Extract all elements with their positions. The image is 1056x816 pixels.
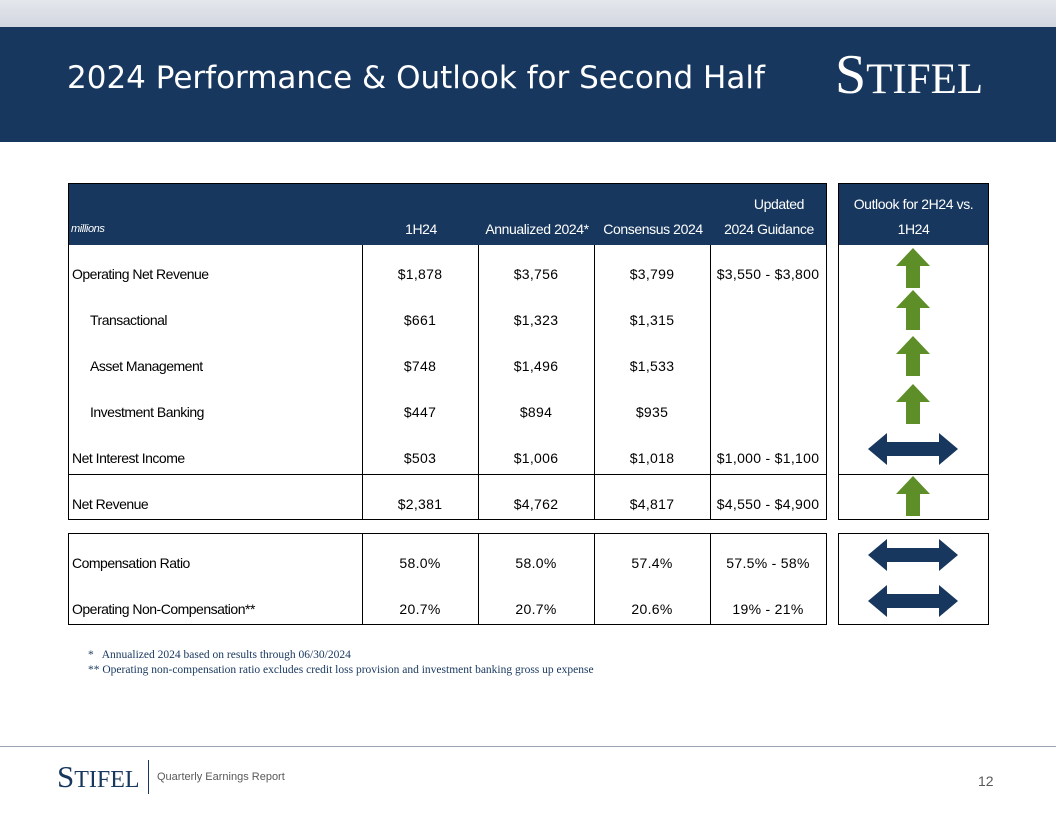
footnote-noncomp: ** Operating non-compensation ratio excl… <box>88 664 594 676</box>
outlook-header-line2: 1H24 <box>897 221 930 237</box>
table-header <box>68 183 826 245</box>
consensus-value: $935 <box>635 404 669 420</box>
top-strip <box>0 0 1056 27</box>
col-divider-4 <box>710 245 711 520</box>
consensus-value: $1,533 <box>629 358 675 374</box>
annualized-value: $1,323 <box>513 312 559 328</box>
h1-value: $447 <box>403 404 437 420</box>
stifel-logo: STIFEL <box>835 44 983 111</box>
outlook-box-1 <box>838 183 989 520</box>
consensus-value: $4,817 <box>629 496 675 512</box>
col-divider-1 <box>362 245 363 520</box>
logo-initial: S <box>835 44 867 106</box>
h1-value: 58.0% <box>399 555 441 571</box>
footer-logo: STIFEL <box>57 760 140 797</box>
annualized-value: $1,496 <box>513 358 559 374</box>
outlook-header <box>838 183 989 245</box>
guidance-value: 19% - 21% <box>732 601 804 617</box>
double-arrow-icon <box>868 539 958 571</box>
h1-value: $2,381 <box>397 496 443 512</box>
guidance-value: $3,550 - $3,800 <box>716 266 820 282</box>
annualized-value: $894 <box>519 404 553 420</box>
row-label: Operating Non-Compensation** <box>72 601 255 617</box>
row-label: Net Revenue <box>72 496 149 512</box>
annualized-value: 58.0% <box>515 555 557 571</box>
annualized-value: $3,756 <box>513 266 559 282</box>
h1-header: 1H24 <box>405 221 437 237</box>
report-name: Quarterly Earnings Report <box>157 771 285 783</box>
col-divider-3 <box>594 245 595 520</box>
consensus-header: Consensus 2024 <box>603 221 703 237</box>
h1-value: $748 <box>403 358 437 374</box>
outlook-header-line1: Outlook for 2H24 vs. <box>853 196 974 212</box>
double-arrow-icon <box>868 433 958 465</box>
row-label: Operating Net Revenue <box>72 266 209 282</box>
row-label: Transactional <box>90 312 168 328</box>
up-arrow-icon <box>896 384 930 424</box>
revenue-table-box <box>68 183 827 520</box>
h1-value: $503 <box>403 450 437 466</box>
footer-separator <box>148 760 149 794</box>
annualized-header: Annualized 2024* <box>485 221 589 237</box>
consensus-value: $1,315 <box>629 312 675 328</box>
up-arrow-icon <box>896 290 930 330</box>
annualized-value: $4,762 <box>513 496 559 512</box>
row-label: Asset Management <box>90 358 203 374</box>
col-divider-7 <box>594 533 595 625</box>
guidance-header-line1: Updated <box>753 196 805 212</box>
annualized-value: 20.7% <box>515 601 557 617</box>
footnote-annualized: * Annualized 2024 based on results throu… <box>88 649 351 661</box>
page-title: 2024 Performance & Outlook for Second Ha… <box>67 60 765 96</box>
h1-value: $1,878 <box>397 266 443 282</box>
footer-logo-initial: S <box>57 759 75 794</box>
outlook-divider <box>838 474 989 475</box>
guidance-value: $4,550 - $4,900 <box>716 496 820 512</box>
consensus-value: $3,799 <box>629 266 675 282</box>
ratio-table-box <box>68 533 827 625</box>
up-arrow-icon <box>896 476 930 516</box>
consensus-value: $1,018 <box>629 450 675 466</box>
row-label: Net Interest Income <box>72 450 185 466</box>
header-bar <box>0 27 1056 142</box>
double-arrow-icon <box>868 585 958 617</box>
guidance-value: $1,000 - $1,100 <box>716 450 820 466</box>
net-revenue-divider <box>68 474 827 475</box>
guidance-value: 57.5% - 58% <box>726 555 810 571</box>
h1-value: $661 <box>403 312 437 328</box>
footer-divider <box>0 746 1056 747</box>
up-arrow-icon <box>896 248 930 288</box>
annualized-value: $1,006 <box>513 450 559 466</box>
row-label: Investment Banking <box>90 404 204 420</box>
col-divider-5 <box>362 533 363 625</box>
col-divider-2 <box>478 245 479 520</box>
up-arrow-icon <box>896 336 930 376</box>
footer-logo-rest: TIFEL <box>74 767 140 793</box>
page-number: 12 <box>978 773 994 789</box>
consensus-value: 20.6% <box>631 601 673 617</box>
units-header: millions <box>71 223 105 235</box>
col-divider-6 <box>478 533 479 625</box>
consensus-value: 57.4% <box>631 555 673 571</box>
h1-value: 20.7% <box>399 601 441 617</box>
col-divider-8 <box>710 533 711 625</box>
outlook-box-2 <box>838 533 989 625</box>
logo-rest: TIFEL <box>866 56 984 103</box>
row-label: Compensation Ratio <box>72 555 190 571</box>
guidance-header-line2: 2024 Guidance <box>724 221 814 237</box>
